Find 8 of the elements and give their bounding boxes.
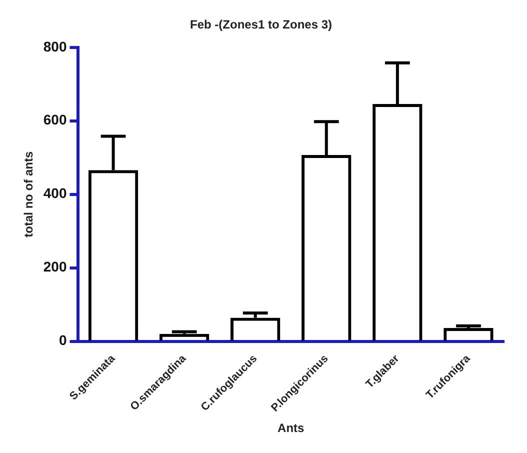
- x-axis-title: Ants: [278, 421, 305, 436]
- y-tick-label: 200: [43, 258, 67, 275]
- y-tick-label: 600: [43, 112, 67, 128]
- y-tick-label: 400: [43, 185, 67, 202]
- y-tick-label: 0: [58, 332, 67, 348]
- y-axis-title: total no of ants: [22, 151, 36, 238]
- chart-title: Feb -(Zones1 to Zones 3): [190, 18, 332, 32]
- y-tick-label: 800: [43, 38, 67, 54]
